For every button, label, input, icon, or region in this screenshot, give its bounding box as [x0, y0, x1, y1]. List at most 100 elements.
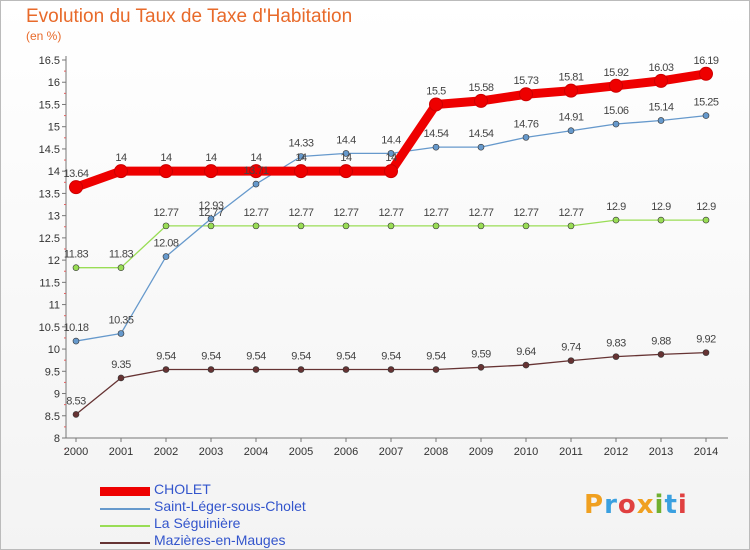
data-label: 14.76: [513, 118, 538, 130]
series-point-2: [432, 222, 440, 230]
legend-label: Mazières-en-Mauges: [154, 532, 286, 548]
series-point-0: [114, 164, 128, 179]
series-point-2: [612, 216, 620, 224]
series-point-3: [477, 363, 485, 371]
data-label: 13.64: [63, 168, 88, 180]
data-label: 15.14: [648, 101, 673, 113]
legend-label: CHOLET: [154, 481, 211, 497]
data-label: 12.77: [333, 207, 358, 219]
series-point-0: [609, 78, 623, 93]
data-label: 15.73: [513, 75, 538, 87]
data-label: 15.25: [693, 97, 718, 109]
data-label: 9.54: [336, 351, 356, 363]
x-tick-label: 2013: [649, 446, 673, 458]
series-point-1: [252, 180, 260, 188]
data-label: 14: [340, 152, 352, 164]
x-tick-label: 2004: [244, 446, 268, 458]
data-label: 14.33: [288, 138, 313, 150]
y-tick-label: 16.5: [39, 55, 60, 67]
series-point-1: [432, 143, 440, 151]
data-label: 9.59: [471, 348, 491, 360]
data-label: 12.93: [198, 200, 223, 212]
series-point-2: [342, 222, 350, 230]
series-point-1: [342, 150, 350, 157]
x-tick-label: 2011: [559, 446, 583, 458]
x-tick-label: 2009: [469, 446, 493, 458]
data-label: 14: [205, 152, 217, 164]
series-point-3: [117, 374, 125, 382]
series-point-0: [654, 73, 668, 88]
data-label: 11.83: [109, 249, 134, 261]
series-point-1: [387, 150, 395, 157]
series-point-1: [657, 117, 665, 124]
data-label: 14.54: [423, 128, 448, 140]
legend-swatch: [100, 508, 150, 510]
series-point-1: [162, 253, 170, 260]
data-label: 12.9: [606, 201, 626, 213]
series-point-0: [564, 83, 578, 98]
data-label: 12.77: [423, 207, 448, 219]
y-tick-label: 12: [48, 255, 60, 267]
series-point-2: [387, 222, 395, 230]
data-label: 12.77: [378, 207, 403, 219]
data-label: 14: [250, 152, 262, 164]
y-tick-label: 15: [48, 122, 60, 134]
data-label: 11.83: [64, 249, 89, 261]
data-label: 14: [295, 152, 307, 164]
y-tick-label: 8: [54, 433, 60, 445]
data-label: 9.54: [156, 351, 176, 363]
data-label: 14: [385, 152, 397, 164]
series-point-1: [612, 120, 620, 128]
data-label: 13.71: [243, 165, 268, 177]
series-point-3: [702, 349, 710, 356]
series-point-3: [522, 361, 530, 369]
series-point-0: [204, 164, 218, 179]
series-point-2: [477, 222, 485, 230]
series-point-3: [387, 366, 395, 373]
data-label: 10.35: [108, 314, 133, 326]
data-label: 12.77: [153, 207, 178, 219]
logo-letter: x: [636, 490, 655, 520]
x-tick-label: 2008: [424, 446, 448, 458]
data-label: 9.64: [516, 346, 536, 358]
series-point-1: [117, 330, 125, 337]
series-point-1: [72, 337, 80, 345]
series-point-1: [702, 112, 710, 119]
series-point-2: [297, 222, 305, 230]
series-point-3: [252, 366, 260, 373]
data-label: 12.77: [558, 207, 583, 219]
x-tick-label: 2002: [154, 446, 178, 458]
chart-unit: (en %): [26, 29, 62, 43]
series-point-3: [72, 411, 80, 418]
series-point-2: [522, 222, 530, 230]
series-point-2: [252, 222, 260, 230]
data-label: 15.92: [603, 67, 628, 79]
data-label: 9.74: [561, 342, 581, 354]
chart-title: Evolution du Taux de Taxe d'Habitation: [26, 6, 353, 27]
series-point-0: [474, 93, 488, 108]
series-point-3: [567, 357, 575, 364]
data-label: 16.03: [648, 62, 673, 74]
y-tick-label: 16: [48, 77, 60, 89]
legend-swatch: [100, 525, 150, 527]
legend-swatch: [100, 542, 150, 544]
x-tick-label: 2010: [514, 446, 538, 458]
legend-label: La Séguinière: [154, 515, 241, 531]
data-label: 10.18: [63, 322, 88, 334]
logo-letter: i: [654, 490, 665, 520]
series-point-2: [72, 264, 80, 271]
data-label: 12.9: [696, 201, 716, 213]
data-label: 14.4: [336, 134, 356, 146]
y-tick-label: 13.5: [39, 188, 60, 200]
data-label: 9.54: [381, 351, 401, 363]
data-label: 15.81: [558, 72, 583, 84]
x-tick-label: 2003: [199, 446, 223, 458]
series-point-1: [297, 153, 305, 160]
data-label: 14.91: [558, 112, 583, 124]
x-tick-label: 2012: [604, 446, 628, 458]
series-point-0: [429, 97, 443, 112]
data-label: 15.06: [603, 105, 628, 117]
series-point-2: [702, 216, 710, 224]
series-point-0: [384, 164, 398, 179]
